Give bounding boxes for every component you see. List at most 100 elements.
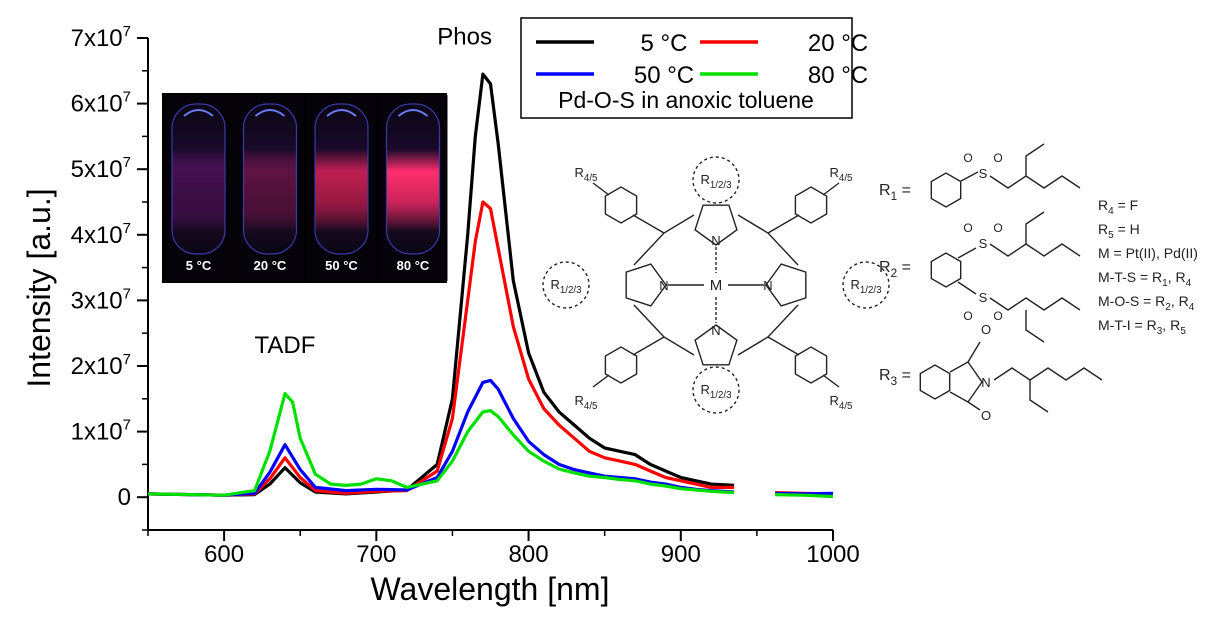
photo-panel: 5 °C 20 °C 50 °C 80 °C <box>162 93 448 283</box>
y-tick-exponent: 7 <box>123 417 131 434</box>
alkyl-branch <box>1025 211 1045 244</box>
carbonyl-bond <box>967 341 981 363</box>
y-tick-mantissa: 3x10 <box>71 287 123 314</box>
bond <box>957 281 977 295</box>
legend: 5 °C 20 °C 50 °C 80 °C Pd-O-S in anoxic tol… <box>520 17 868 119</box>
photo-label: 20 °C <box>254 258 287 273</box>
pyrrole-ring <box>625 263 667 307</box>
oxygen-label: O <box>963 221 972 235</box>
y-tick-label: 1x107 <box>71 417 131 446</box>
carbonyl-bond <box>967 401 981 411</box>
cuvette <box>171 103 226 255</box>
legend-label: 20 °C <box>808 30 868 57</box>
nitrogen-label: N <box>981 375 990 390</box>
definition-line: M-O-S = R2, R4 <box>1098 293 1195 313</box>
x-axis-label: Wavelength [nm] <box>371 571 610 607</box>
y-tick-label: 6x107 <box>71 89 131 118</box>
meso-bridge <box>737 214 799 266</box>
y-tick-mantissa: 6x10 <box>71 91 123 118</box>
aryl-bond <box>767 214 800 234</box>
aryl-bond <box>632 336 665 356</box>
cuvette <box>242 103 298 255</box>
cuvette <box>314 103 369 255</box>
oxygen-label: O <box>981 408 991 423</box>
meso-bridge <box>633 304 695 356</box>
aryl-bond <box>592 374 610 388</box>
legend-label: 5 °C <box>641 30 688 57</box>
photo-label: 5 °C <box>186 258 212 273</box>
porphyrin-structure: M N N N N R1/2/3 R1/2/3 R1/2/3 R1/2/3 R4/5 R4/5 R4/… <box>542 156 890 414</box>
y-tick-mantissa: 1x10 <box>71 419 123 446</box>
benzene-ring <box>794 346 828 384</box>
cuvette-meniscus <box>254 109 286 117</box>
alkyl-branch <box>1029 380 1049 413</box>
cuvette-meniscus <box>326 109 357 117</box>
substituent-label: R1/2/3 <box>850 277 881 296</box>
y-tick-exponent: 7 <box>123 285 131 302</box>
alkyl-chain <box>989 175 1081 189</box>
substituent-site <box>692 366 740 414</box>
y-tick-label: 4x107 <box>71 220 131 249</box>
aryl-bond <box>822 374 840 388</box>
definition-line: M-T-S = R1, R4 <box>1098 269 1192 289</box>
oxygen-label: O <box>993 221 1002 235</box>
benzene-ring <box>930 172 962 208</box>
y-tick-exponent: 7 <box>123 89 131 106</box>
substituent-site <box>542 261 590 309</box>
substituent-site <box>842 261 890 309</box>
x-tick-label: 600 <box>204 541 244 568</box>
meso-bridge <box>737 304 799 356</box>
definitions-list: R4 = F R5 = H M = Pt(II), Pd(II) M-T-S = R1… <box>1098 197 1198 337</box>
photo-label: 50 °C <box>325 258 358 273</box>
sulfur-label: S <box>979 236 988 251</box>
y-tick-mantissa: 5x10 <box>71 156 123 183</box>
y-tick-exponent: 7 <box>123 154 131 171</box>
x-tick-label: 900 <box>661 541 701 568</box>
aryl-bond <box>632 214 665 234</box>
oxygen-label: O <box>963 151 972 165</box>
legend-box <box>520 17 853 119</box>
sulfur-label: S <box>979 290 988 305</box>
alkyl-chain <box>989 297 1081 311</box>
y-tick-mantissa: 7x10 <box>71 25 123 52</box>
plot-axes: 600 700 800 900 1000 01x1072x1073x1074x1075x… <box>71 23 860 568</box>
cuvette <box>385 103 441 255</box>
substituent-label: R1/2/3 <box>550 277 581 296</box>
y-tick-label: 0 <box>118 484 131 511</box>
benzene-ring <box>794 186 828 224</box>
annotation-layer: Phos TADF <box>255 24 492 359</box>
benzene-ring <box>919 364 951 400</box>
substituent-label: R1/2/3 <box>700 172 731 191</box>
aryl-substituent-label: R4/5 <box>575 393 599 412</box>
series-line-2 <box>147 378 735 497</box>
y-tick-exponent: 7 <box>123 23 131 40</box>
y-tick-label: 7x107 <box>71 23 131 52</box>
alkyl-branch <box>1025 143 1045 176</box>
y-tick-mantissa: 0 <box>118 484 131 511</box>
y-tick-label: 2x107 <box>71 351 131 380</box>
oxygen-label: O <box>993 309 1002 323</box>
x-tick-label: 800 <box>509 541 549 568</box>
aryl-bond <box>592 182 610 196</box>
series-layer <box>147 72 834 499</box>
legend-label: 80 °C <box>808 62 868 89</box>
definition-line: R5 = H <box>1098 221 1140 241</box>
cuvette-meniscus <box>183 109 214 117</box>
y-tick-exponent: 7 <box>123 351 131 368</box>
y-tick-mantissa: 4x10 <box>71 222 123 249</box>
oxygen-label: O <box>981 322 991 337</box>
aryl-substituent-label: R4/5 <box>575 165 599 184</box>
meso-bridge <box>633 214 695 266</box>
annotation-label: TADF <box>255 332 316 359</box>
x-tick-label: 700 <box>356 541 396 568</box>
bond <box>957 247 977 259</box>
definition-line: R4 = F <box>1098 197 1138 217</box>
r-group-label: R1 = <box>879 182 911 203</box>
r-group-label: R3 = <box>879 367 911 388</box>
alkyl-chain <box>989 243 1081 257</box>
benzene-ring <box>604 346 638 384</box>
oxygen-label: O <box>963 309 972 323</box>
series-line-3-segment-2 <box>775 493 834 499</box>
